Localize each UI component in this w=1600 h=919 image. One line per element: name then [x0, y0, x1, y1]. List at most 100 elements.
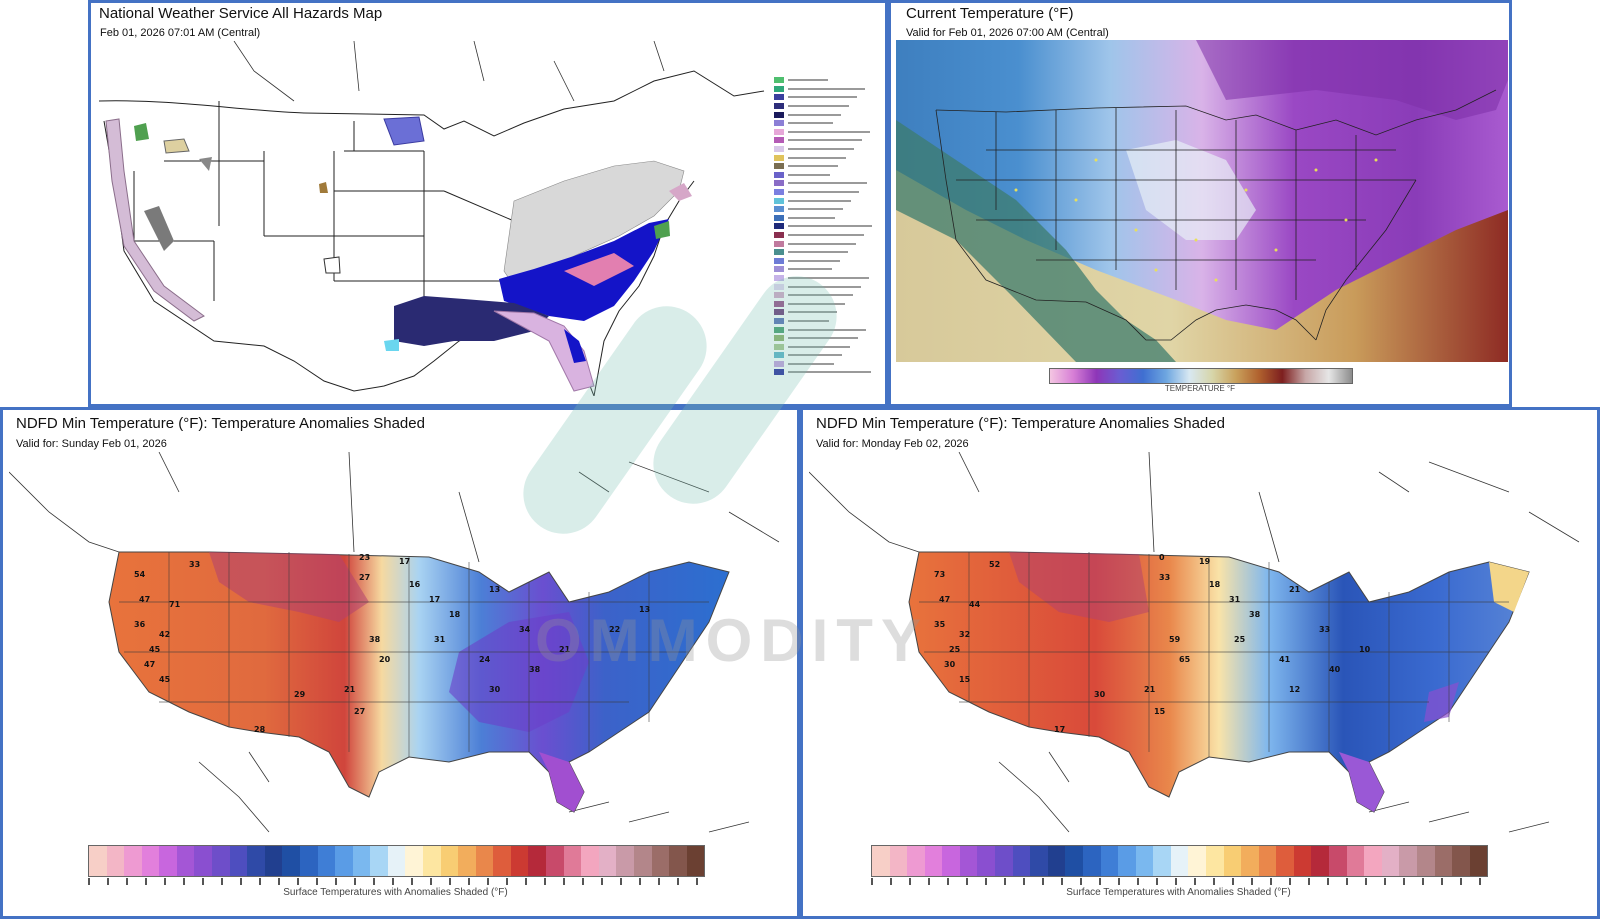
station-temperature-label: 47 [139, 595, 150, 604]
station-temperature-label: 21 [559, 645, 571, 654]
legend-swatch [774, 180, 784, 187]
colorbar-swatch [633, 846, 652, 876]
current-temperature-map [896, 40, 1508, 362]
colorbar-swatch [1241, 846, 1259, 876]
colorbar-swatch [995, 846, 1013, 876]
panel-timestamp: Feb 01, 2026 07:01 AM (Central) [100, 27, 261, 39]
legend-swatch [774, 352, 784, 359]
station-temperature-label: 59 [1169, 635, 1181, 644]
legend-row [774, 360, 874, 369]
legend-text-placeholder [788, 294, 853, 297]
colorbar-swatch [686, 846, 705, 876]
legend-row [774, 145, 874, 154]
panel-title: NDFD Min Temperature (°F): Temperature A… [16, 415, 425, 432]
station-temperature-label: 33 [189, 560, 200, 569]
legend-row [774, 110, 874, 119]
legend-text-placeholder [788, 225, 872, 228]
legend-text-placeholder [788, 311, 837, 314]
min-temperature-day1-panel: NDFD Min Temperature (°F): Temperature A… [0, 407, 800, 919]
station-temperature-label: 31 [1229, 595, 1241, 604]
colorbar-swatch [370, 846, 388, 876]
legend-swatch [774, 292, 784, 299]
colorbar-swatch [563, 846, 582, 876]
colorbar-swatch [889, 846, 908, 876]
legend-row [774, 274, 874, 283]
colorbar-swatch [159, 846, 177, 876]
legend-text-placeholder [788, 233, 864, 236]
station-temperature-label: 17 [1054, 725, 1065, 734]
legend-swatch [774, 266, 784, 273]
min-temperature-day2-panel: NDFD Min Temperature (°F): Temperature A… [800, 407, 1600, 919]
legend-row [774, 205, 874, 214]
station-temperature-label: 18 [1209, 580, 1221, 589]
colorbar-swatch [1047, 846, 1066, 876]
colorbar-swatch [141, 846, 160, 876]
legend-swatch [774, 335, 784, 342]
colorbar-swatch [1135, 846, 1154, 876]
station-temperature-label: 21 [1289, 585, 1301, 594]
station-temperature-label: 71 [169, 600, 181, 609]
station-temperature-label: 29 [294, 690, 306, 699]
panel-timestamp: Valid for Feb 01, 2026 07:00 AM (Central… [906, 27, 1109, 39]
colorbar-swatch [1223, 846, 1242, 876]
legend-swatch [774, 85, 784, 92]
station-temperature-label: 42 [159, 630, 170, 639]
station-temperature-label: 0 [1159, 553, 1165, 562]
station-temperature-label: 38 [369, 635, 381, 644]
legend-swatch [774, 240, 784, 247]
legend-row [774, 179, 874, 188]
colorbar-swatch [1364, 846, 1382, 876]
colorbar-swatch [458, 846, 476, 876]
station-temperature-label: 27 [354, 707, 365, 716]
colorbar-swatch [598, 846, 617, 876]
colorbar-swatch [1205, 846, 1224, 876]
colorbar-swatch [1434, 846, 1453, 876]
legend-row [774, 256, 874, 265]
colorbar-swatch [669, 846, 687, 876]
colorbar-swatch [1399, 846, 1417, 876]
colorbar-swatch [282, 846, 300, 876]
legend-swatch [774, 283, 784, 290]
colorbar-swatch [1258, 846, 1277, 876]
station-temperature-label: 34 [519, 625, 531, 634]
colorbar-swatch [212, 846, 230, 876]
legend-text-placeholder [788, 113, 841, 116]
legend-text-placeholder [788, 79, 828, 82]
station-temperature-label: 25 [1234, 635, 1246, 644]
legend-swatch [774, 369, 784, 376]
anomaly-colorbar [871, 845, 1488, 877]
colorbar-swatch [89, 846, 107, 876]
station-temperature-label: 17 [429, 595, 440, 604]
legend-swatch [774, 197, 784, 204]
station-temperature-label: 47 [144, 660, 155, 669]
colorbar-swatch [229, 846, 248, 876]
legend-swatch [774, 257, 784, 264]
station-temperature-label: 30 [489, 685, 501, 694]
station-temperature-label: 52 [989, 560, 1000, 569]
legend-row [774, 85, 874, 94]
colorbar-swatch [528, 846, 547, 876]
legend-swatch [774, 137, 784, 144]
station-temperature-label: 15 [959, 675, 971, 684]
legend-swatch [774, 300, 784, 307]
legend-swatch [774, 206, 784, 213]
station-temperature-label: 44 [969, 600, 981, 609]
station-temperature-label: 22 [609, 625, 620, 634]
legend-swatch [774, 274, 784, 281]
colorbar-swatch [546, 846, 564, 876]
legend-text-placeholder [788, 216, 835, 219]
legend-row [774, 214, 874, 223]
colorbar-swatch [493, 846, 511, 876]
station-temperature-label: 19 [1199, 557, 1211, 566]
legend-text-placeholder [788, 191, 859, 194]
legend-row [774, 153, 874, 162]
colorbar-ticks [88, 878, 703, 885]
colorbar-swatch [1100, 846, 1119, 876]
colorbar-caption: TEMPERATURE °F [1164, 384, 1236, 393]
legend-text-placeholder [788, 285, 861, 288]
station-temperature-label: 16 [409, 580, 421, 589]
legend-row [774, 239, 874, 248]
colorbar-swatch [1293, 846, 1312, 876]
colorbar-swatch [1416, 846, 1435, 876]
station-temperature-label: 21 [1144, 685, 1156, 694]
